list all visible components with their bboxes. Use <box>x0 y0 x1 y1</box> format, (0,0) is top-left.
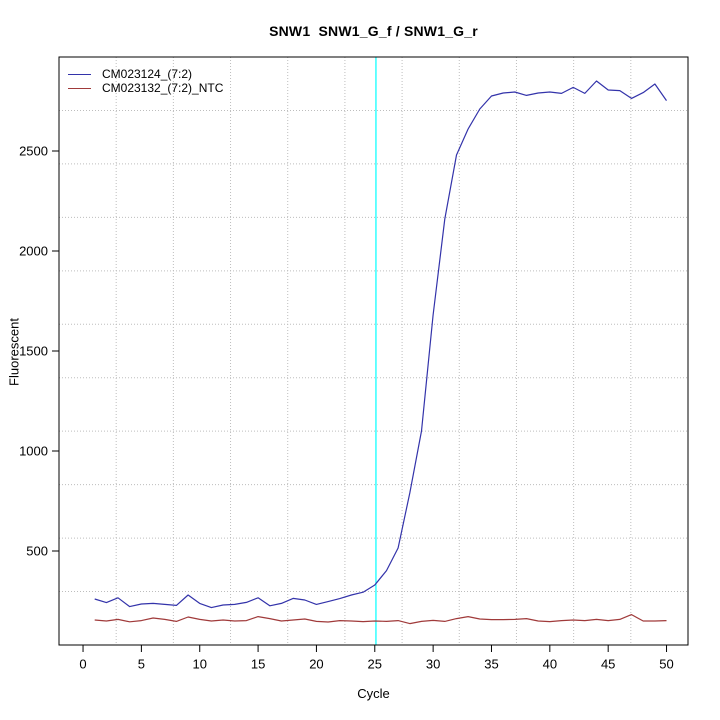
legend-label: CM023132_(7:2)_NTC <box>102 81 224 95</box>
x-tick-label: 25 <box>368 657 382 672</box>
axis-ticks <box>52 150 668 652</box>
y-tick-label: 1000 <box>19 444 48 459</box>
y-tick-label: 500 <box>26 544 48 559</box>
plot-border <box>58 56 689 646</box>
chart-title: SNW1 SNW1_G_f / SNW1_G_r <box>269 23 478 39</box>
legend-label: CM023124_(7:2) <box>102 67 193 81</box>
legend-line-swatch <box>68 87 91 89</box>
y-tick-label: 1500 <box>19 344 48 359</box>
x-tick-label: 0 <box>79 657 86 672</box>
series-line-cm023132-7-2-ntc <box>94 613 667 625</box>
y-tick-label: 2500 <box>19 144 48 159</box>
x-tick-label: 35 <box>484 657 498 672</box>
x-tick-label: 50 <box>659 657 673 672</box>
x-tick-label: 30 <box>426 657 440 672</box>
legend-line-swatch <box>68 73 91 75</box>
legend: CM023124_(7:2) CM023132_(7:2)_NTC <box>68 67 223 95</box>
series-line-cm023124-7-2- <box>94 80 667 609</box>
y-axis-label: Fluorescent <box>6 318 22 386</box>
x-tick-label: 20 <box>309 657 323 672</box>
grid-lines <box>59 57 688 645</box>
x-tick-label: 10 <box>193 657 207 672</box>
y-tick-label: 2000 <box>19 244 48 259</box>
x-axis-label: Cycle <box>357 686 390 701</box>
x-tick-label: 45 <box>601 657 615 672</box>
x-tick-label: 40 <box>543 657 557 672</box>
x-tick-label: 15 <box>251 657 265 672</box>
legend-item: CM023132_(7:2)_NTC <box>68 81 223 95</box>
legend-item: CM023124_(7:2) <box>68 67 223 81</box>
x-tick-label: 5 <box>138 657 145 672</box>
